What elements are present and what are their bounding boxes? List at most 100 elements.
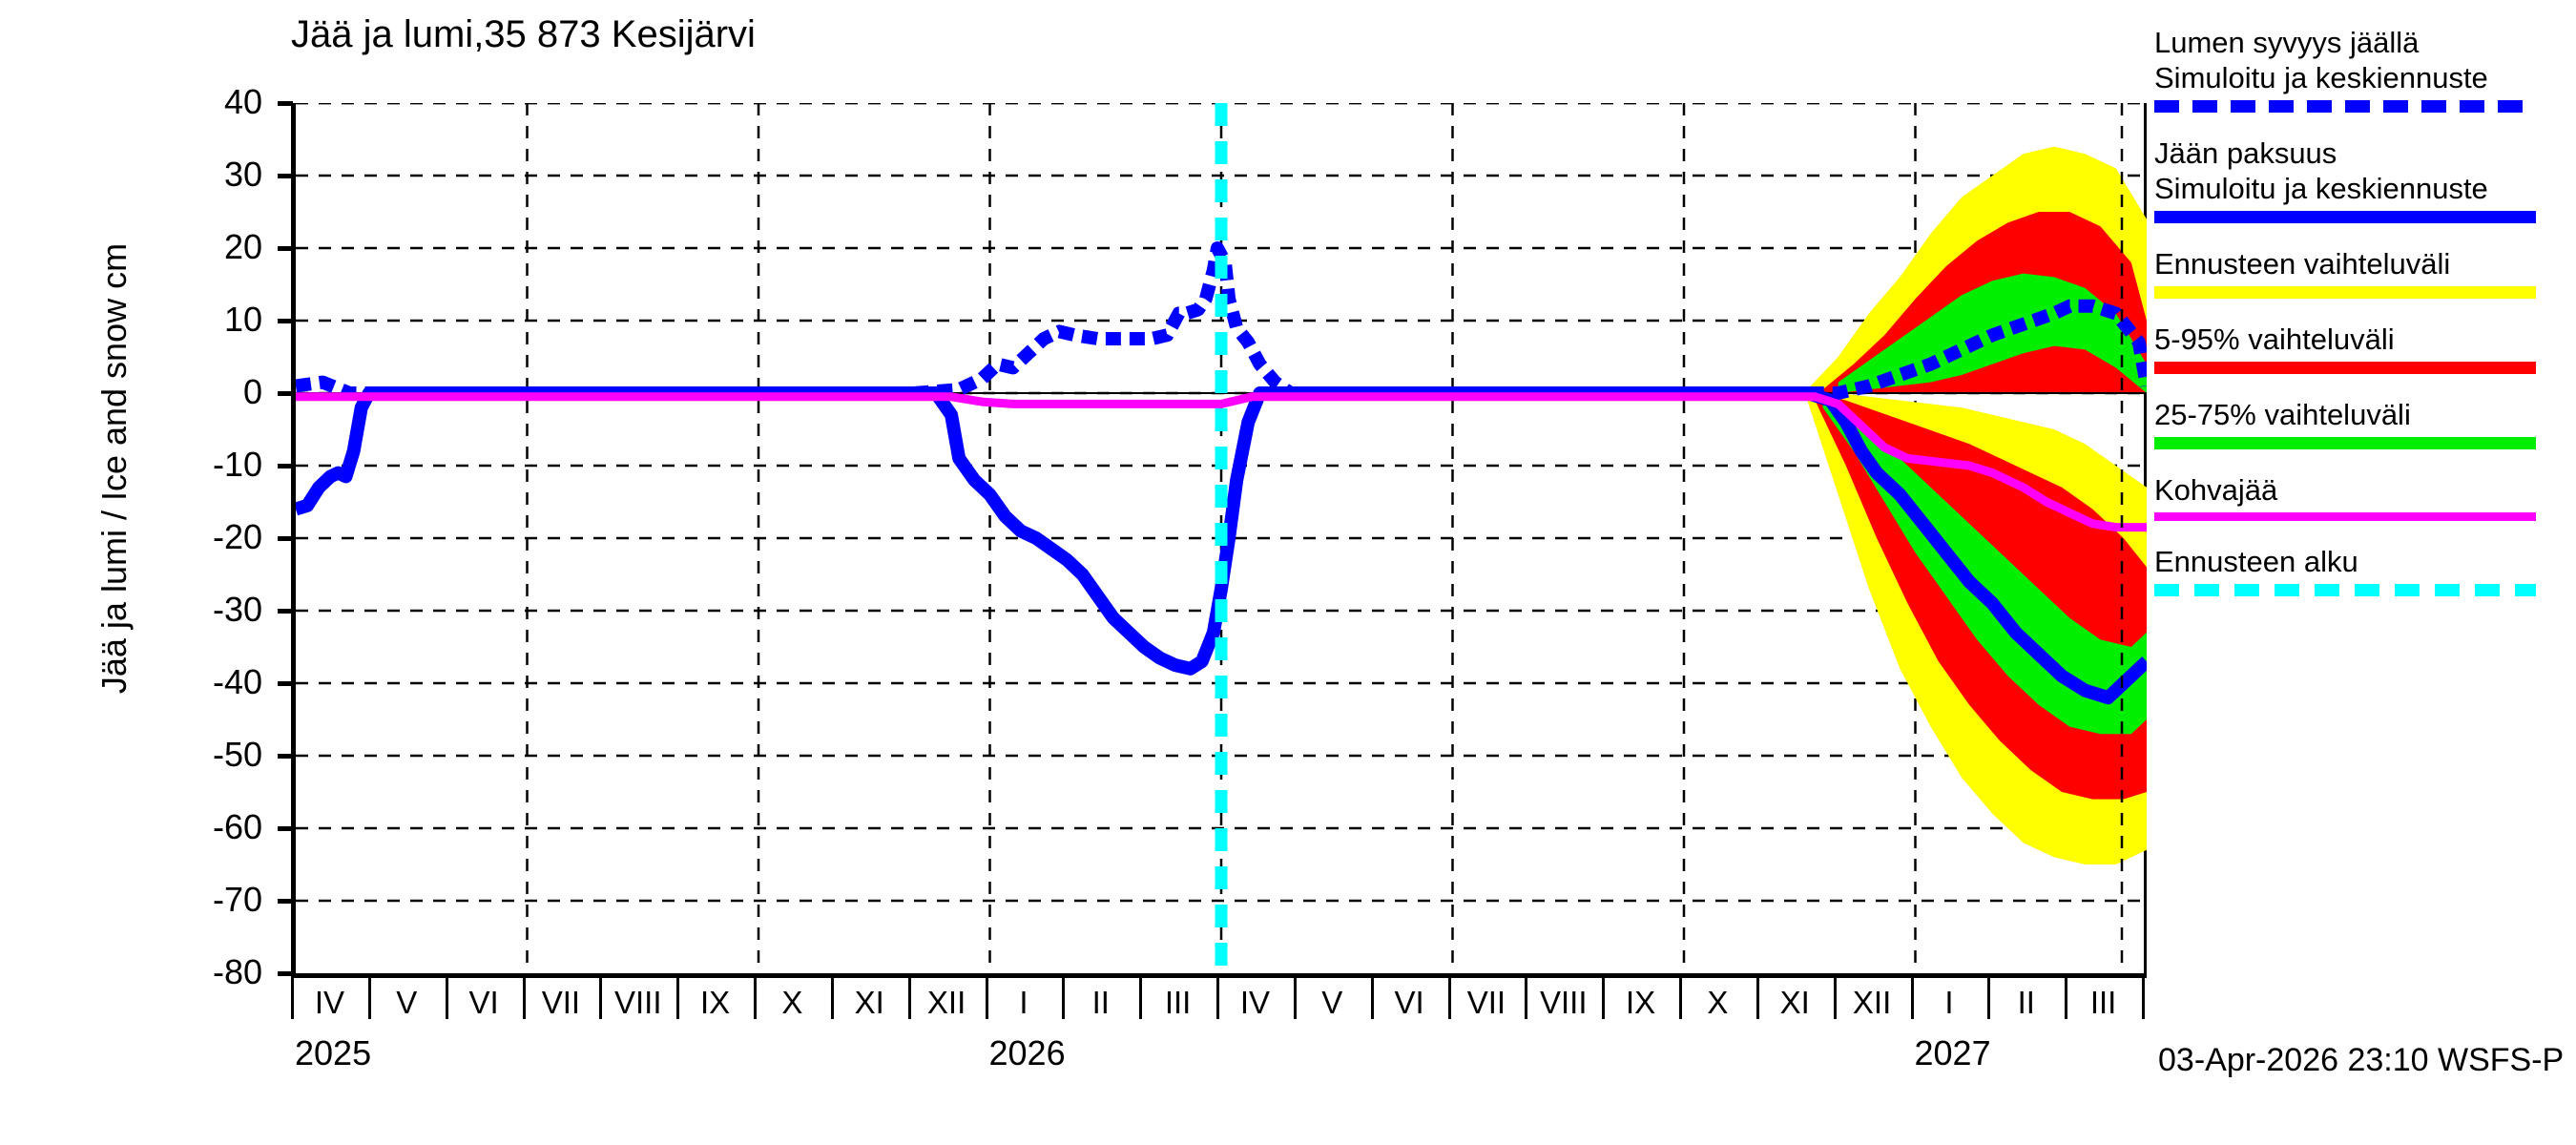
x-tick-separator [599,977,603,1019]
x-year-label: 2026 [988,1033,1066,1072]
x-tick-separator [1293,977,1297,1019]
y-tick-mark [278,464,293,468]
y-tick-label: -10 [212,445,262,484]
y-tick-label: -70 [212,880,262,919]
y-tick-mark [278,101,293,106]
legend-item-swatch-yellow-band [2154,286,2536,299]
legend-item-label: 5-95% vaihteluväli [2154,323,2395,356]
x-tick-separator [1910,977,1914,1019]
timestamp-annotation: 03-Apr-2026 23:10 WSFS-P [2158,1042,2565,1078]
y-axis-label: Jää ja lumi / Ice and snow cm [94,242,134,695]
x-tick-separator [2142,977,2145,1019]
legend-item-label: Ennusteen vaihteluväli [2154,247,2451,281]
x-year-label: 2027 [1914,1033,1991,1072]
legend-item-swatch-red-band [2154,362,2536,374]
x-tick-label: I [1944,985,1954,1020]
y-tick-label: -60 [212,807,262,846]
plot-clip [296,103,2147,973]
y-tick-label: 40 [223,82,262,121]
x-tick-label: IX [699,985,731,1020]
x-tick-label: XI [1779,985,1810,1020]
legend-item-label: Kohvajää [2154,473,2278,507]
x-tick-label: IV [1239,985,1270,1020]
y-tick-label: -20 [212,517,262,556]
x-tick-separator [445,977,448,1019]
legend-item-swatch-magenta-line [2154,512,2536,521]
data-series [296,103,2147,973]
y-tick-label: -50 [212,735,262,774]
y-tick-mark [278,536,293,541]
y-tick-label: 0 [242,372,262,411]
y-tick-mark [278,609,293,614]
y-tick-mark [278,754,293,759]
chart-legend: Lumen syvyys jäällä Simuloitu ja keskienn… [2154,25,2574,619]
x-tick-separator [1139,977,1143,1019]
legend-item-label: 25-75% vaihteluväli [2154,398,2411,431]
x-tick-label: I [1019,985,1028,1020]
legend-item-swatch-green-band [2154,437,2536,449]
x-tick-label: XII [926,985,966,1020]
x-tick-separator [985,977,988,1019]
y-tick-mark [278,971,293,976]
x-tick-label: VII [1466,985,1506,1020]
legend-spacer [2154,463,2574,472]
x-tick-label: III [1164,985,1192,1020]
x-tick-label: II [1091,985,1110,1020]
y-tick-label: -30 [212,590,262,629]
y-tick-mark [278,174,293,178]
x-tick-label: VI [468,985,499,1020]
x-tick-label: VII [541,985,581,1020]
y-tick-mark [278,391,293,396]
legend-spacer [2154,237,2574,246]
y-tick-mark [278,826,293,831]
x-tick-label: V [1321,985,1343,1020]
x-tick-separator [1987,977,1991,1019]
x-tick-label: XI [854,985,884,1020]
y-tick-label: -40 [212,662,262,701]
legend-item-sublabel: Simuloitu ja keskiennuste [2154,61,2488,94]
x-tick-separator [1216,977,1219,1019]
legend-item-swatch-blue-solid [2154,211,2536,223]
y-tick-mark [278,246,293,251]
x-tick-separator [754,977,757,1019]
y-tick-label: 20 [223,227,262,266]
legend-item-sublabel: Simuloitu ja keskiennuste [2154,172,2488,205]
x-tick-label: VIII [613,985,662,1020]
chart-title: Jää ja lumi,35 873 Kesijärvi [291,13,756,55]
legend-item-label: Ennusteen alku [2154,545,2358,578]
x-tick-separator [1833,977,1837,1019]
x-tick-label: V [396,985,418,1020]
x-tick-separator [1525,977,1528,1019]
legend-item-label: Jään paksuus [2154,136,2337,170]
legend-item-swatch-cyan-dashed [2154,584,2536,596]
y-tick-mark [278,319,293,323]
x-tick-separator [2065,977,2068,1019]
x-tick-label: III [2089,985,2117,1020]
x-tick-separator [1062,977,1066,1019]
x-tick-separator [367,977,371,1019]
legend-item-label: Lumen syvyys jäällä [2154,26,2420,59]
legend-spacer [2154,126,2574,135]
y-tick-label: 10 [223,300,262,339]
x-tick-label: IV [314,985,344,1020]
x-tick-separator [1447,977,1451,1019]
x-tick-label: X [781,985,803,1020]
y-tick-mark [278,899,293,904]
x-tick-separator [291,977,294,1019]
x-tick-separator [830,977,834,1019]
x-tick-separator [907,977,911,1019]
x-tick-label: XII [1852,985,1892,1020]
x-year-label: 2025 [295,1033,372,1072]
legend-item-swatch-blue-dashed [2154,100,2536,113]
x-tick-separator [522,977,526,1019]
legend-spacer [2154,610,2574,619]
x-tick-separator [1679,977,1682,1019]
plot-area [291,103,2147,978]
y-tick-label: 30 [223,155,262,194]
legend-spacer [2154,534,2574,544]
x-tick-label: IX [1625,985,1656,1020]
legend-spacer [2154,387,2574,397]
y-tick-label: -80 [212,952,262,991]
x-tick-separator [1370,977,1374,1019]
x-tick-separator [1602,977,1606,1019]
